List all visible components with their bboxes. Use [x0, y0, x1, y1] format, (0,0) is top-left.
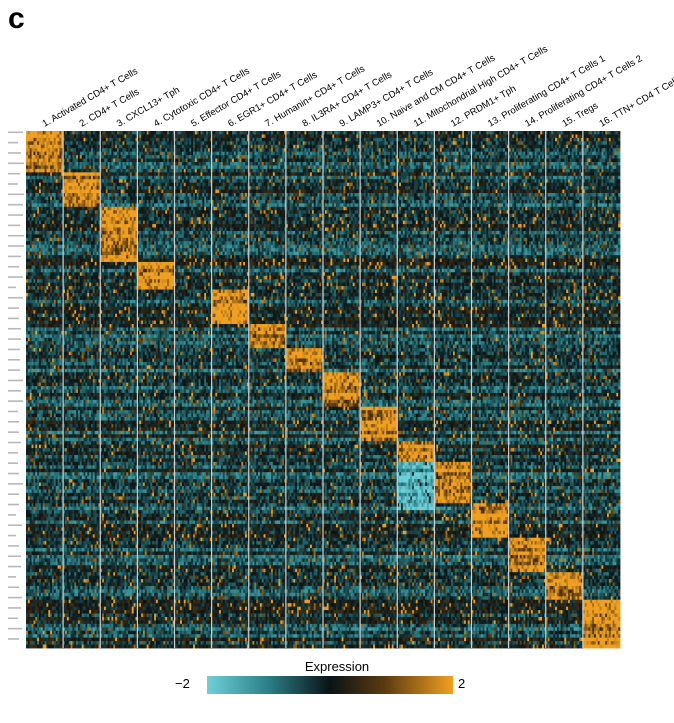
cluster-label-3: 3. CXCL13+ Tph: [115, 85, 182, 130]
